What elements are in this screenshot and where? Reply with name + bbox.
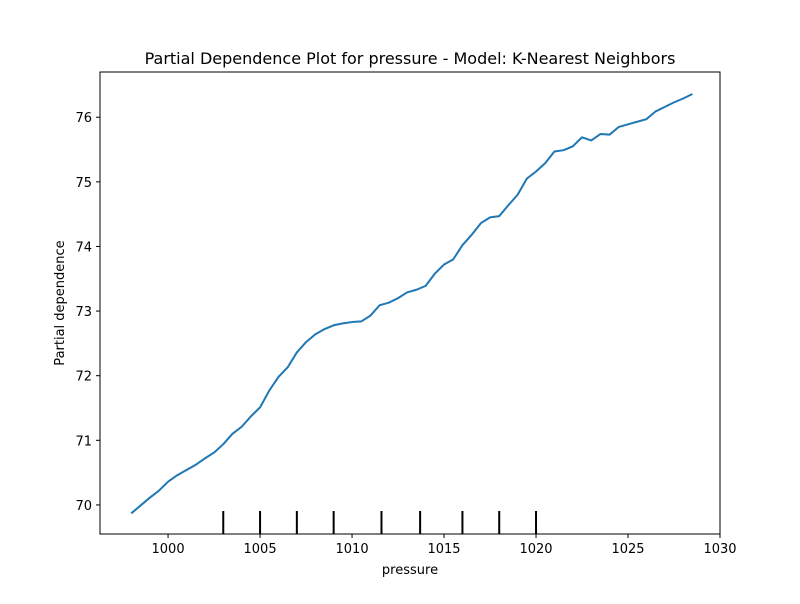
chart-title: Partial Dependence Plot for pressure - M… xyxy=(145,49,676,68)
chart-marks: 1000 1005 1010 1015 1020 1025 1030 70 71 72 73 74 75… xyxy=(75,93,737,557)
x-tick-label: 1015 xyxy=(427,542,460,557)
y-tick-label: 73 xyxy=(75,305,92,320)
x-tick-label: 1010 xyxy=(336,542,369,557)
partial-dependence-line xyxy=(130,93,693,515)
x-tick-label: 1025 xyxy=(611,542,644,557)
x-tick-label: 1020 xyxy=(519,542,552,557)
y-tick-label: 72 xyxy=(75,370,92,385)
y-tick-label: 76 xyxy=(75,111,92,126)
x-axis-label: pressure xyxy=(382,563,438,578)
y-axis-label: Partial dependence xyxy=(53,240,68,365)
y-tick-label: 70 xyxy=(75,499,92,514)
x-tick-label: 1030 xyxy=(703,542,736,557)
y-tick-label: 71 xyxy=(75,434,92,449)
plot-frame xyxy=(99,71,721,535)
y-tick-label: 74 xyxy=(75,240,92,255)
x-tick-label: 1000 xyxy=(152,542,185,557)
x-tick-label: 1005 xyxy=(244,542,277,557)
y-tick-label: 75 xyxy=(75,176,92,191)
